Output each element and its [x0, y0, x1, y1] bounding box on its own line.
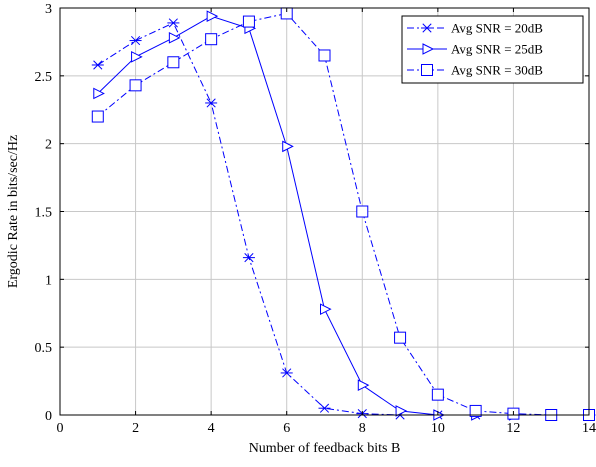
legend-label-snr-30: Avg SNR = 30dB	[451, 63, 543, 78]
data-point-marker	[319, 50, 330, 61]
y-axis-title: Ergodic Rate in bits/sec/Hz	[6, 135, 21, 288]
x-tick-label: 12	[506, 421, 520, 436]
data-point-marker	[168, 57, 179, 68]
y-tick-label: 1	[45, 273, 52, 288]
y-tick-label: 0.5	[35, 341, 53, 356]
legend-marker	[422, 65, 433, 76]
x-tick-label: 14	[582, 421, 596, 436]
y-tick-label: 0	[45, 409, 52, 424]
x-tick-label: 8	[359, 421, 366, 436]
x-tick-label: 0	[57, 421, 64, 436]
y-tick-label: 1.5	[35, 206, 53, 221]
data-point-marker	[432, 389, 443, 400]
x-tick-label: 6	[283, 421, 290, 436]
y-tick-label: 2	[45, 138, 52, 153]
x-tick-label: 2	[132, 421, 139, 436]
y-tick-label: 3	[45, 2, 52, 17]
x-axis-title: Number of feedback bits B	[249, 441, 401, 456]
legend-label-snr-20: Avg SNR = 20dB	[451, 21, 543, 36]
data-point-marker	[243, 16, 254, 27]
legend-item-snr-30: Avg SNR = 30dB	[407, 63, 543, 78]
legend-label-snr-25: Avg SNR = 25dB	[451, 42, 543, 57]
data-point-marker	[92, 111, 103, 122]
x-tick-label: 4	[208, 421, 215, 436]
legend: Avg SNR = 20dB Avg SNR = 25dB Avg SNR = …	[402, 16, 583, 83]
data-point-marker	[130, 80, 141, 91]
data-point-marker	[395, 332, 406, 343]
data-point-marker	[357, 206, 368, 217]
y-tick-label: 2.5	[35, 70, 53, 85]
data-point-marker	[206, 34, 217, 45]
x-tick-label: 10	[431, 421, 445, 436]
